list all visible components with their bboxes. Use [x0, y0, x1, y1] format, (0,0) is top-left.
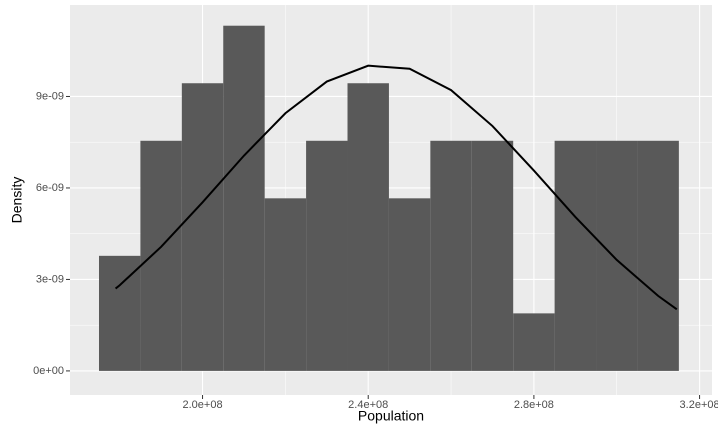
- bar: [98, 255, 141, 371]
- bar: [637, 140, 679, 371]
- y-tick-label: 0e+00: [33, 365, 64, 377]
- bar: [430, 140, 472, 371]
- bar: [513, 313, 555, 371]
- bar: [264, 198, 307, 371]
- x-tick-label: 2.8e+08: [514, 399, 554, 411]
- bar: [471, 140, 514, 371]
- bar: [554, 140, 597, 371]
- x-axis-title: Population: [358, 408, 424, 424]
- bar: [388, 198, 431, 371]
- bar: [306, 140, 348, 371]
- bar: [140, 140, 182, 371]
- x-tick-label: 2.4e+08: [348, 399, 388, 411]
- bar: [596, 140, 638, 371]
- bar: [347, 83, 389, 371]
- density-curve: [114, 64, 678, 311]
- x-tick-label: 2.0e+08: [183, 399, 223, 411]
- y-tick-label: 6e-09: [36, 182, 64, 194]
- y-tick-label: 3e-09: [36, 273, 64, 285]
- bar: [181, 83, 224, 371]
- bar: [223, 25, 265, 371]
- x-tick-label: 3.2e+08: [680, 399, 718, 411]
- y-axis-title: Density: [9, 177, 25, 224]
- y-tick-label: 9e-09: [36, 90, 64, 102]
